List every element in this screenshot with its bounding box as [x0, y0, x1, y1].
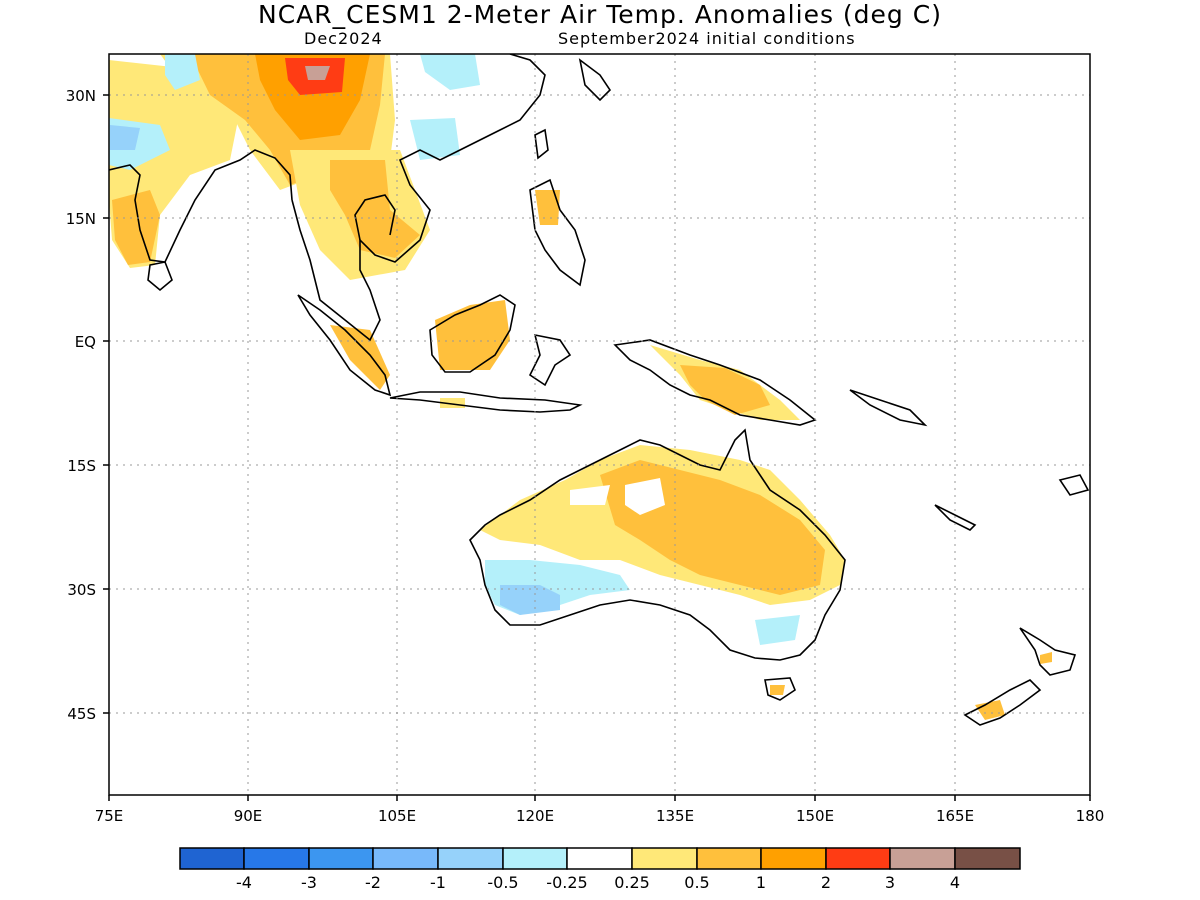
- colorbar-swatch: [825, 847, 891, 870]
- colorbar-labels: -4 -3 -2 -1 -0.5 -0.25 0.25 0.5 1 2 3 4: [236, 873, 960, 892]
- colorbar-swatch: [954, 847, 1021, 870]
- colorbar-label: 1: [756, 873, 766, 892]
- colorbar-swatch: [631, 847, 698, 870]
- lon-label: 150E: [796, 807, 834, 825]
- colorbar-swatch: [760, 847, 827, 870]
- colorbar-label: 0.5: [684, 873, 709, 892]
- colorbar-label: 3: [885, 873, 895, 892]
- coast-taiwan: [534, 128, 549, 160]
- lon-label: 120E: [516, 807, 554, 825]
- anomaly-warm-borneo: [435, 300, 510, 370]
- lat-labels: 30N 15N EQ 15S 30S 45S: [66, 87, 96, 723]
- coast-borneo: [429, 294, 516, 373]
- lon-label: 135E: [656, 807, 694, 825]
- colorbar-label: -2: [365, 873, 381, 892]
- anomaly-warm-philippines: [535, 190, 560, 225]
- axis-ticks: [103, 94, 1091, 801]
- coast-nz-north: [1019, 627, 1077, 676]
- anomaly-cool-china-2: [410, 118, 460, 160]
- colorbar-swatch: [889, 847, 956, 870]
- anomaly-warm-png-core: [680, 365, 770, 415]
- lat-label: 30S: [67, 581, 96, 599]
- graticule: [109, 54, 1090, 795]
- anomaly-cool-se-australia: [755, 615, 800, 645]
- coast-philippines: [529, 178, 586, 287]
- lon-label: 75E: [95, 807, 124, 825]
- lon-label: 105E: [378, 807, 416, 825]
- colorbar-swatch: [437, 847, 504, 870]
- map-title: NCAR_CESM1 2-Meter Air Temp. Anomalies (…: [258, 0, 942, 29]
- anomaly-warm-indochina-core: [330, 160, 420, 258]
- anomaly-neutral-australia: [625, 478, 665, 515]
- lat-label: 15S: [67, 457, 96, 475]
- colorbar-label: -3: [301, 873, 317, 892]
- colorbar-swatch: [308, 847, 374, 870]
- lon-labels: 75E 90E 105E 120E 135E 150E 165E 180: [95, 807, 1105, 825]
- colorbar-swatch: [243, 847, 310, 870]
- coast-thailand-gulf: [354, 194, 396, 241]
- coast-newguinea: [613, 339, 817, 426]
- forecast-month: Dec2024: [304, 29, 383, 48]
- coast-japan: [578, 58, 612, 102]
- lon-label: 90E: [234, 807, 263, 825]
- lat-label: EQ: [75, 333, 96, 351]
- coast-sulawesi: [528, 333, 572, 387]
- lat-label: 15N: [66, 210, 96, 228]
- coast-india: [109, 149, 293, 263]
- anomaly-warm-sumatra: [330, 325, 390, 390]
- anomaly-cool-wa-core: [500, 585, 560, 615]
- anomaly-cool-india-core: [110, 125, 140, 150]
- colorbar-swatch: [696, 847, 762, 870]
- lon-label: 180: [1076, 807, 1105, 825]
- anomaly-cool-china: [420, 54, 480, 90]
- coast-newcaledonia: [934, 504, 977, 531]
- lat-label: 45S: [67, 705, 96, 723]
- anomaly-warm-nz-north: [1040, 652, 1052, 664]
- coast-srilanka: [147, 261, 173, 292]
- colorbar-label: 4: [950, 873, 960, 892]
- coast-java: [389, 391, 583, 413]
- colorbar-label: 0.25: [614, 873, 650, 892]
- anomaly-hottest-tibet: [305, 66, 330, 80]
- lat-label: 30N: [66, 87, 96, 105]
- anomaly-cool-tibet: [165, 54, 200, 90]
- anomaly-warm-nz: [975, 700, 1005, 720]
- colorbar-swatch: [372, 847, 439, 870]
- initial-conditions: September2024 initial conditions: [558, 29, 856, 48]
- colorbar: [179, 847, 1021, 870]
- colorbar-label: -4: [236, 873, 252, 892]
- anomaly-shading: [109, 54, 1052, 720]
- coast-solomons: [849, 389, 928, 427]
- colorbar-label: -0.25: [546, 873, 587, 892]
- anomaly-warm-india-core: [112, 190, 160, 265]
- coastlines: [109, 54, 1090, 726]
- colorbar-swatch: [179, 847, 245, 870]
- colorbar-label: -0.5: [487, 873, 518, 892]
- plot-frame: [108, 53, 1091, 796]
- anomaly-neutral-australia-2: [570, 485, 610, 505]
- coast-fiji: [1058, 474, 1090, 496]
- coast-sumatra: [297, 294, 392, 397]
- coast-tasmania: [764, 677, 796, 701]
- anomaly-warm-tasmania: [770, 685, 785, 695]
- anomaly-warm-australia-core: [600, 460, 825, 595]
- coast-indochina: [291, 54, 546, 342]
- coast-australia: [469, 428, 846, 661]
- colorbar-swatch: [502, 847, 568, 870]
- colorbar-swatch: [566, 847, 633, 870]
- coast-nz-south: [963, 679, 1042, 726]
- colorbar-label: -1: [430, 873, 446, 892]
- lon-label: 165E: [936, 807, 974, 825]
- colorbar-label: 2: [821, 873, 831, 892]
